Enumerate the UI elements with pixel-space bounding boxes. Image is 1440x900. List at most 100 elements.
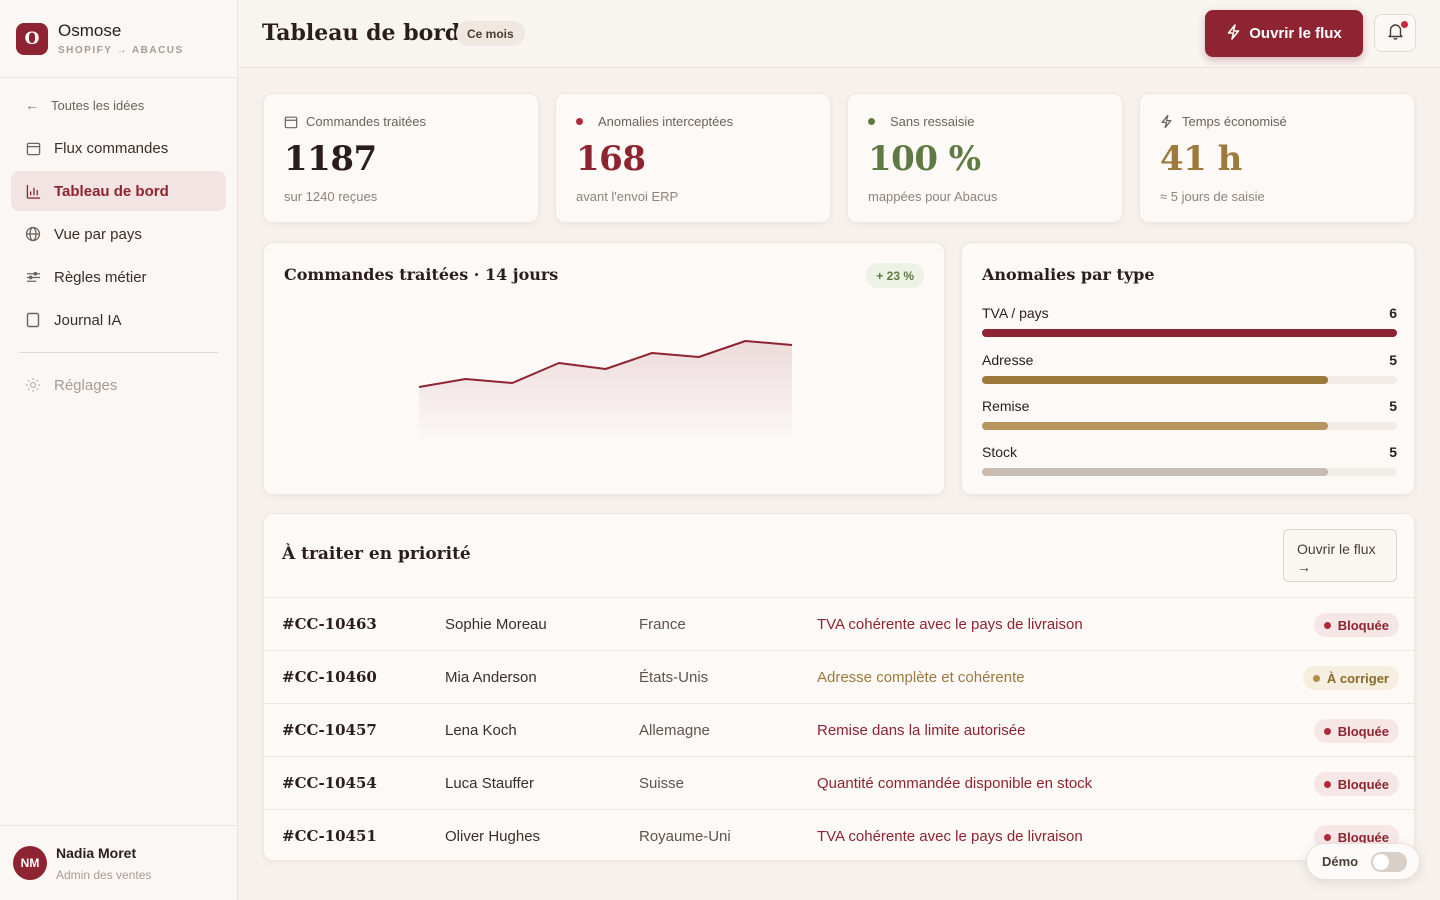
lightning-icon <box>1226 23 1241 44</box>
country: Suisse <box>639 774 685 792</box>
priority-title: À traiter en priorité <box>282 544 471 564</box>
country: France <box>639 615 686 633</box>
lightning-icon <box>1160 114 1174 129</box>
open-flow-button[interactable]: Ouvrir le flux <box>1205 10 1363 57</box>
demo-switch-knob <box>1373 854 1389 870</box>
notification-dot <box>1401 21 1408 28</box>
brand[interactable]: O Osmose SHOPIFY → ABACUS <box>0 0 237 78</box>
anomaly-row-remise: Remise 5 <box>982 398 1397 430</box>
bell-icon <box>1387 22 1404 45</box>
table-row[interactable]: #CC-10460 Mia Anderson États-Unis Adresse c… <box>264 650 1414 703</box>
red-dot-icon <box>576 118 590 125</box>
bar-chart-icon <box>25 183 41 199</box>
kpi-sub: mappées pour Abacus <box>868 189 998 204</box>
sidebar-nav: ← Toutes les idées Flux commandes Tablea… <box>0 78 237 405</box>
period-selector[interactable]: Ce mois <box>456 21 525 46</box>
anomaly-bar <box>982 422 1328 430</box>
avatar: NM <box>13 846 47 880</box>
anomaly-reason: Remise dans la limite autorisée <box>817 721 1026 739</box>
anomaly-reason: Quantité commandée disponible en stock <box>817 774 1093 792</box>
demo-label: Démo <box>1322 854 1359 869</box>
sidebar-item-flux-commandes[interactable]: Flux commandes <box>11 128 226 168</box>
country: Allemagne <box>639 721 710 739</box>
kpi-value: 100 % <box>868 139 981 179</box>
kpi-label: Commandes traitées <box>306 114 426 129</box>
anomaly-count: 5 <box>1389 444 1397 460</box>
status-badge: Bloquée <box>1313 772 1399 796</box>
anomaly-track <box>982 422 1397 430</box>
status-dot-icon <box>1323 833 1331 841</box>
arrow-right-icon: → <box>1297 559 1311 575</box>
anomaly-bar <box>982 329 1397 337</box>
anomaly-track <box>982 468 1397 476</box>
table-row[interactable]: #CC-10457 Lena Koch Allemagne Remise dans l… <box>264 703 1414 756</box>
kpi-label: Temps économisé <box>1182 114 1287 129</box>
document-icon <box>25 312 41 328</box>
order-id[interactable]: #CC-10454 <box>282 774 377 792</box>
anomaly-row-stock: Stock 5 <box>982 444 1397 476</box>
arrow-left-icon: ← <box>25 97 39 113</box>
status-badge: Bloquée <box>1313 613 1399 637</box>
sidebar-item-label: Tableau de bord <box>54 182 169 200</box>
sidebar-item-vue-par-pays[interactable]: Vue par pays <box>11 214 226 254</box>
status-label: Bloquée <box>1337 776 1389 792</box>
anomaly-row-tva: TVA / pays 6 <box>982 305 1397 337</box>
notifications-button[interactable] <box>1374 14 1416 52</box>
sidebar-item-label: Journal IA <box>54 311 122 329</box>
sidebar-item-tableau-de-bord[interactable]: Tableau de bord <box>11 171 226 211</box>
chart-area <box>419 341 792 443</box>
kpi-label: Sans ressaisie <box>890 114 975 129</box>
status-label: Bloquée <box>1337 829 1389 845</box>
order-id[interactable]: #CC-10460 <box>282 668 377 686</box>
status-label: À corriger <box>1326 670 1389 686</box>
kpi-card-sans-ressaisie: Sans ressaisie 100 % mappées pour Abacus <box>847 93 1123 223</box>
country: Royaume-Uni <box>639 827 731 845</box>
anomaly-count: 5 <box>1389 398 1397 414</box>
order-id[interactable]: #CC-10463 <box>282 615 377 633</box>
customer-name: Lena Koch <box>445 721 517 739</box>
sidebar-item-label: Règles métier <box>54 268 147 286</box>
sidebar-item-label: Réglages <box>54 376 118 394</box>
gear-icon <box>25 377 41 393</box>
status-dot-icon <box>1323 780 1331 788</box>
order-id[interactable]: #CC-10457 <box>282 721 377 739</box>
demo-switch[interactable] <box>1371 852 1407 872</box>
open-flow-secondary-button[interactable]: Ouvrir le flux → <box>1283 529 1397 582</box>
anomaly-reason: Adresse complète et cohérente <box>817 668 1025 686</box>
anomaly-count: 6 <box>1389 305 1397 321</box>
anomalies-title: Anomalies par type <box>982 265 1155 284</box>
status-badge: À corriger <box>1302 666 1399 690</box>
table-row[interactable]: #CC-10451 Oliver Hughes Royaume-Uni TVA coh… <box>264 809 1414 860</box>
table-row[interactable]: #CC-10463 Sophie Moreau France TVA cohérent… <box>264 597 1414 650</box>
kpi-value: 168 <box>576 139 646 179</box>
sidebar-item-regles-metier[interactable]: Règles métier <box>11 257 226 297</box>
demo-toggle[interactable]: Démo <box>1306 843 1420 880</box>
user-profile[interactable]: NM Nadia Moret Admin des ventes <box>0 825 238 900</box>
customer-name: Mia Anderson <box>445 668 537 686</box>
nav-back-link[interactable]: ← Toutes les idées <box>11 88 226 122</box>
order-id[interactable]: #CC-10451 <box>282 827 377 845</box>
sidebar-item-reglages[interactable]: Réglages <box>11 365 226 405</box>
sliders-icon <box>25 269 41 285</box>
customer-name: Oliver Hughes <box>445 827 541 845</box>
country: États-Unis <box>639 668 709 686</box>
anomaly-label: TVA / pays <box>982 305 1049 321</box>
kpi-sub: avant l'envoi ERP <box>576 189 679 204</box>
kpi-card-temps: Temps économisé 41 h ≈ 5 jours de saisie <box>1139 93 1415 223</box>
chart-card: Commandes traitées · 14 jours + 23 % <box>263 242 945 495</box>
brand-subtitle: SHOPIFY → ABACUS <box>58 45 184 56</box>
anomaly-bar <box>982 468 1328 476</box>
nav-back-label: Toutes les idées <box>51 97 145 113</box>
kpi-label: Anomalies interceptées <box>598 114 734 129</box>
user-name: Nadia Moret <box>56 844 137 861</box>
sidebar: O Osmose SHOPIFY → ABACUS ← Toutes les i… <box>0 0 238 900</box>
brand-name: Osmose <box>58 21 122 40</box>
calendar-icon <box>284 115 298 129</box>
open-flow-label: Ouvrir le flux <box>1249 25 1342 42</box>
table-row[interactable]: #CC-10454 Luca Stauffer Suisse Quantité com… <box>264 756 1414 809</box>
kpi-value: 41 h <box>1160 139 1242 179</box>
top-header: Tableau de bord Ce mois Ouvrir le flux <box>238 0 1440 68</box>
sidebar-item-journal-ia[interactable]: Journal IA <box>11 300 226 340</box>
kpi-sub: sur 1240 reçues <box>284 189 378 204</box>
kpi-sub: ≈ 5 jours de saisie <box>1160 189 1265 204</box>
